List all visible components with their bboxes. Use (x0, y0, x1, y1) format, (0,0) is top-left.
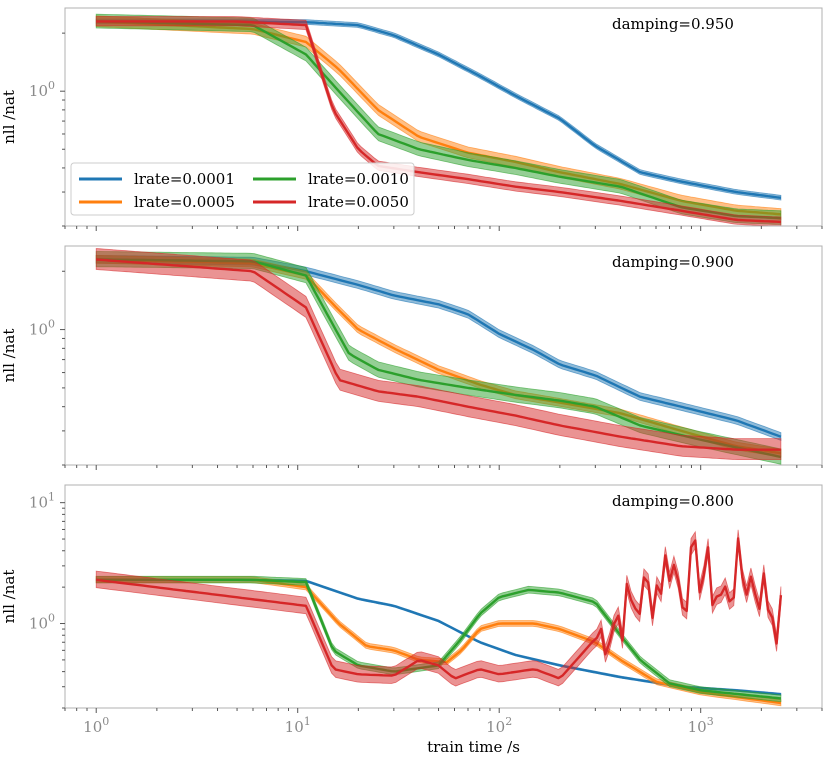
y-tick-label: 101 (29, 491, 55, 512)
x-tick-label: 101 (285, 715, 311, 736)
panel-3: 100 101 nll /nat damping=0.800 100 101 102 103 t… (0, 484, 823, 756)
legend-label-lr0050: lrate=0.0050 (308, 193, 409, 211)
line-lr0050 (96, 258, 781, 451)
legend-label-lr0010: lrate=0.0010 (308, 170, 409, 188)
panel-2: 100 nll /nat damping=0.900 (0, 245, 823, 470)
y-axis-label: nll /nat (0, 329, 18, 383)
plot-area (95, 248, 782, 465)
band-lr0001 (95, 255, 782, 441)
y-tick-label: 100 (29, 612, 55, 633)
legend-box (70, 162, 415, 216)
plot-area (95, 13, 782, 226)
legend: lrate=0.0001 lrate=0.0005 lrate=0.0010 lrat… (70, 162, 415, 216)
axes-frame (64, 245, 823, 466)
line-lr0005 (96, 258, 782, 455)
x-tick-label: 102 (486, 715, 512, 736)
y-tick-label: 100 (29, 318, 55, 339)
band-lr0050 (95, 248, 782, 460)
band-lr0050 (95, 16, 782, 226)
y-axis-label: nll /nat (0, 570, 18, 624)
damping-annotation: damping=0.800 (612, 492, 734, 510)
damping-annotation: damping=0.900 (612, 253, 734, 271)
x-tick-label: 103 (688, 715, 714, 736)
axes-frame (64, 484, 823, 709)
legend-label-lr0005: lrate=0.0005 (134, 193, 235, 211)
x-axis-label: train time /s (427, 738, 520, 756)
band-lr0010 (95, 251, 782, 465)
plot-area (95, 529, 783, 707)
line-lr0050 (96, 20, 781, 224)
y-tick-label: 100 (29, 79, 55, 100)
damping-annotation: damping=0.950 (612, 15, 734, 33)
line-lr0050 (96, 537, 783, 680)
axes-frame (64, 7, 823, 227)
x-tick-label: 100 (83, 715, 109, 736)
band-lr0050 (95, 529, 782, 687)
y-axis-label: nll /nat (0, 90, 18, 144)
legend-label-lr0001: lrate=0.0001 (134, 170, 235, 188)
